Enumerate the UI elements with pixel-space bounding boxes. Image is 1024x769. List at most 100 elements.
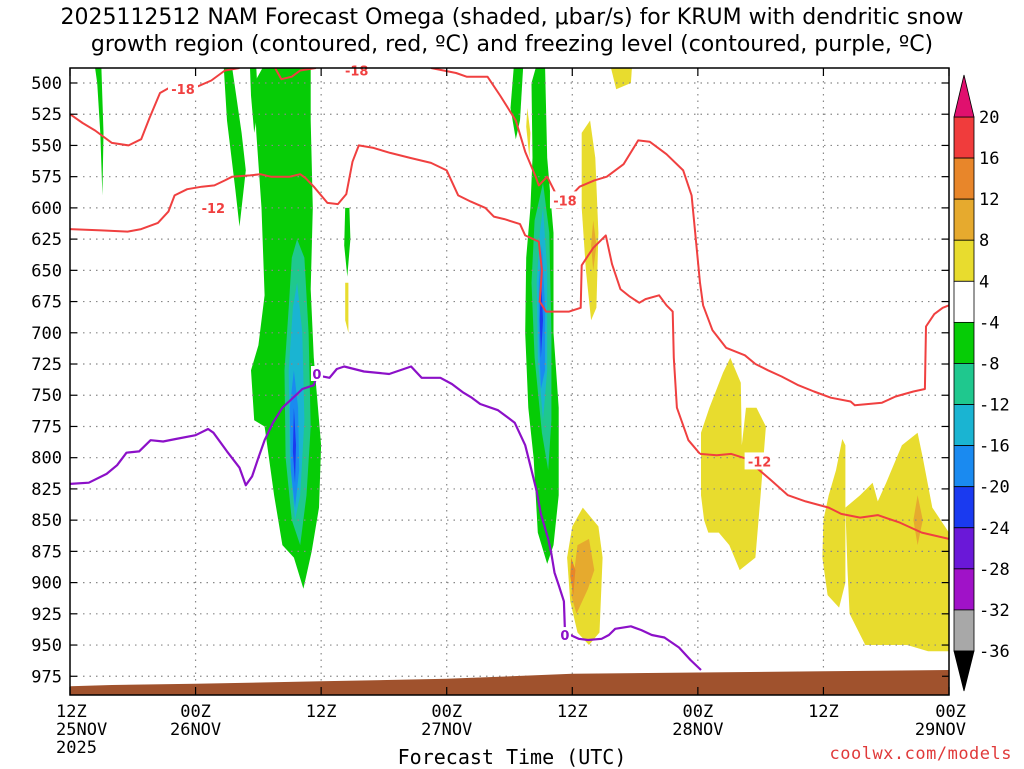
colorbar-bin-4 [953,280,975,323]
dgz-contour-4 [552,139,949,407]
freezing-level-line [70,365,702,671]
dgz-contour-3 [70,144,701,455]
omega-shading [95,68,949,652]
y-tick-label-975: 975 [31,667,62,687]
colorbar-bin-1 [953,157,975,200]
colorbar-bin-8 [953,445,975,488]
site-credit: coolwx.com/models [829,744,1012,764]
colorbar-bin-2 [953,198,975,241]
x-tick-label-60-l1: 00Z [682,702,713,722]
contour-labels: -18 -18 -12 -18 -12 0 0 [168,61,775,644]
y-tick-label-650: 650 [31,261,62,281]
omega-region-5 [344,207,351,277]
freezing-label-bg-0 [310,366,323,382]
y-tick-label-700: 700 [31,324,62,344]
colorbar-label-4: 4 [979,272,989,292]
omega-region-6 [510,68,524,140]
dgz-label-4: -18 [553,194,577,209]
omega-region-21 [701,357,766,571]
terrain-fill [70,670,949,695]
dgz-label-5: -12 [748,455,772,470]
colorbar-label-1: 16 [979,149,999,169]
y-tick-label-550: 550 [31,136,62,156]
omega-region-0 [95,68,104,196]
dgz-label-3: -12 [202,202,226,217]
dgz-contours [70,68,949,540]
y-tick-label-825: 825 [31,480,62,500]
x-tick-label-48-l1: 12Z [557,702,588,722]
y-axis: 500 525 550 575 600 625 650 675 700 725 750 775 800 8… [31,74,949,687]
y-tick-label-575: 575 [31,168,62,188]
colorbar-under-arrow [953,650,975,692]
x-tick-label-0-l2: 25NOV [56,720,107,740]
colorbar-bin-9 [953,486,975,529]
dgz-label-0: -18 [171,83,195,98]
y-tick-label-725: 725 [31,355,62,375]
y-tick-label-625: 625 [31,230,62,250]
dgz-label-bg-5 [744,452,775,470]
dgz-contour-0 [70,68,240,147]
x-axis-title: Forecast Time (UTC) [397,745,627,769]
plot-frame [69,67,950,696]
x-tick-label-0-l1: 12Z [56,702,87,722]
colorbar-label-2: 12 [979,190,999,210]
colorbar-bin-12 [953,609,975,652]
y-tick-label-800: 800 [31,449,62,469]
y-tick-label-775: 775 [31,417,62,437]
colorbar: 20 16 12 8 4 -4 -8 -12 -16 -20 -24 -28 -32 -36 [953,74,1010,692]
colorbar-label-11: -28 [979,560,1010,580]
colorbar-bin-3 [953,239,975,282]
colorbar-label-9: -20 [979,478,1010,498]
y-tick-label-875: 875 [31,542,62,562]
y-tick-label-675: 675 [31,293,62,313]
colorbar-bin-7 [953,404,975,447]
terrain-layer [70,670,949,695]
omega-region-25 [591,220,597,271]
omega-region-22 [822,439,846,608]
x-tick-label-36-l2: 27NOV [421,720,472,740]
x-tick-label-12-l1: 00Z [180,702,211,722]
colorbar-bin-6 [953,363,975,405]
plot-background [70,68,949,695]
colorbar-over-arrow [953,74,975,118]
dgz-contour-5 [699,452,949,540]
dgz-label-bg-4 [549,191,580,209]
colorbar-bin-0 [953,116,975,159]
omega-region-23 [845,432,949,652]
y-tick-label-925: 925 [31,605,62,625]
y-tick-label-850: 850 [31,511,62,531]
x-tick-label-72-l1: 12Z [808,702,839,722]
freezing-label-bg-1 [558,627,571,643]
dgz-label-bg-3 [198,198,229,216]
y-tick-label-950: 950 [31,636,62,656]
chart-title-line1: 2025112512 NAM Forecast Omega (shaded, μ… [60,5,964,30]
colorbar-label-3: 8 [979,231,989,251]
chart-title: 2025112512 NAM Forecast Omega (shaded, μ… [0,4,1024,58]
colorbar-bin-10 [953,527,975,570]
omega-region-19 [581,120,599,321]
dgz-label-bg-1 [341,61,372,79]
x-tick-label-12-l2: 26NOV [170,720,221,740]
dgz-contour-1 [274,68,317,81]
colorbar-bin-11 [953,568,975,611]
x-tick-label-84-l1: 00Z [935,702,966,722]
colorbar-label-10: -24 [979,519,1010,539]
colorbar-label-8: -16 [979,437,1010,457]
freezing-label-0: 0 [312,368,321,383]
colorbar-label-13: -36 [979,642,1010,662]
omega-region-17 [526,108,531,158]
y-tick-label-525: 525 [31,105,62,125]
dgz-label-bg-0 [168,80,199,98]
colorbar-label-12: -32 [979,601,1010,621]
omega-region-16 [611,68,632,90]
y-tick-label-500: 500 [31,74,62,94]
y-tick-label-900: 900 [31,574,62,594]
x-tick-label-0-l3: 2025 [56,738,97,758]
dgz-label-1: -18 [345,64,369,79]
y-tick-label-600: 600 [31,199,62,219]
chart-title-line2: growth region (contoured, red, ºC) and f… [90,32,934,57]
x-tick-label-24-l1: 12Z [306,702,337,722]
x-tick-label-84-l2: 29NOV [915,720,966,740]
